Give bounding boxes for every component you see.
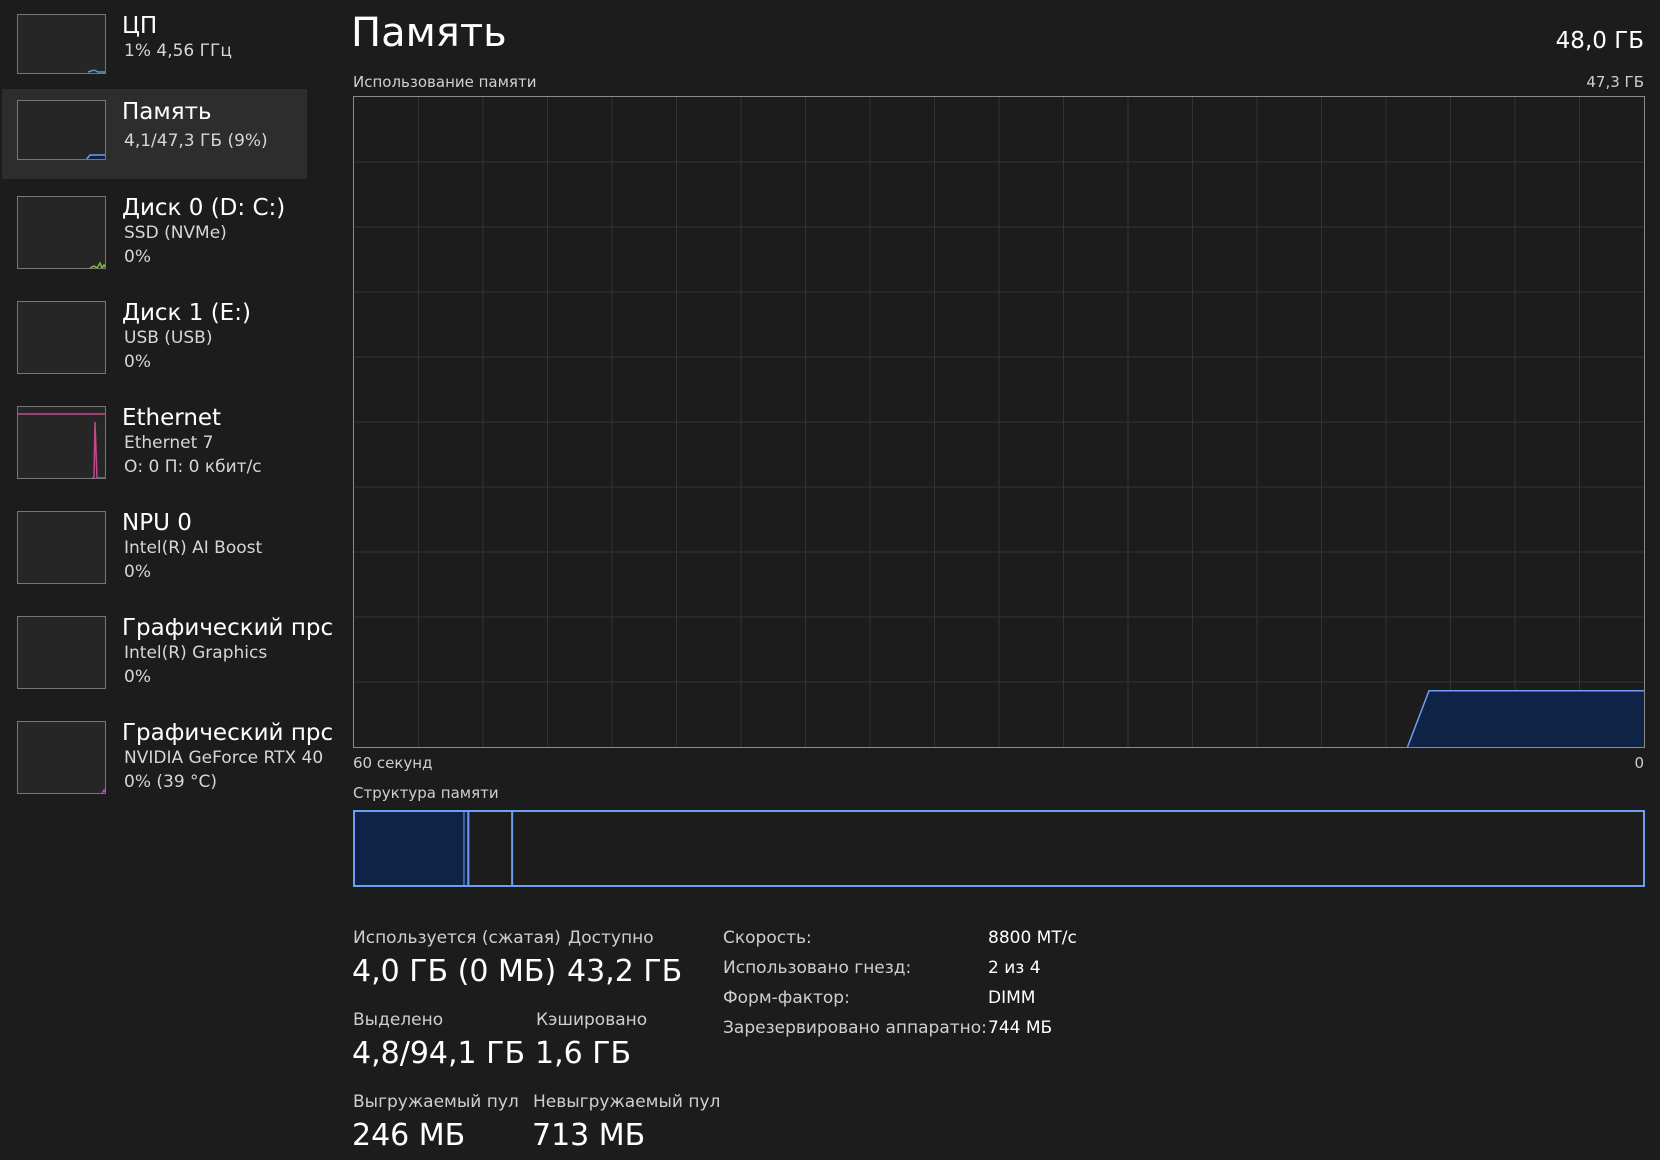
structure-svg bbox=[355, 812, 1643, 885]
sidebar-item-gpu0[interactable]: Графический прс Intel(R) Graphics 0% bbox=[2, 605, 333, 695]
sidebar-item-sub: 1% 4,56 ГГц bbox=[124, 41, 232, 61]
time-left-label: 60 секунд bbox=[353, 754, 433, 772]
sidebar-item-sub: USB (USB) bbox=[124, 328, 213, 348]
gpu0-sparkline bbox=[17, 616, 106, 689]
sidebar: ЦП 1% 4,56 ГГц Память 4,1/47,3 ГБ (9%) Д… bbox=[0, 0, 333, 1160]
sidebar-item-memory[interactable]: Память 4,1/47,3 ГБ (9%) bbox=[2, 89, 307, 179]
spec-reserved-value: 744 МБ bbox=[988, 1018, 1053, 1038]
cached-value: 1,6 ГБ bbox=[535, 1036, 632, 1071]
usage-max-label: 47,3 ГБ bbox=[1586, 73, 1644, 91]
memory-structure-bar bbox=[353, 810, 1645, 887]
available-label: Доступно bbox=[568, 928, 654, 948]
sidebar-item-title: Память bbox=[122, 99, 212, 125]
available-value: 43,2 ГБ bbox=[567, 954, 683, 989]
sidebar-item-cpu[interactable]: ЦП 1% 4,56 ГГц bbox=[2, 3, 307, 93]
structure-label: Структура памяти bbox=[353, 784, 499, 802]
paged-pool-value: 246 МБ bbox=[352, 1118, 466, 1153]
in-use-segment bbox=[355, 812, 465, 885]
spec-slots-key: Использовано гнезд: bbox=[723, 958, 912, 978]
spec-slots-value: 2 из 4 bbox=[988, 958, 1041, 978]
usage-area bbox=[354, 690, 1644, 747]
disk0-sparkline bbox=[17, 196, 106, 269]
spec-speed-key: Скорость: bbox=[723, 928, 812, 948]
disk1-sparkline bbox=[17, 301, 106, 374]
sidebar-item-ethernet[interactable]: Ethernet Ethernet 7 О: 0 П: 0 кбит/с bbox=[2, 395, 307, 485]
sidebar-item-title: Диск 1 (E:) bbox=[122, 300, 251, 326]
spec-speed-value: 8800 МТ/с bbox=[988, 928, 1077, 948]
ethernet-sparkline bbox=[17, 406, 106, 479]
total-memory: 48,0 ГБ bbox=[1555, 28, 1644, 54]
sidebar-item-sub: SSD (NVMe) bbox=[124, 223, 227, 243]
sidebar-item-npu[interactable]: NPU 0 Intel(R) AI Boost 0% bbox=[2, 500, 307, 590]
page-title: Память bbox=[351, 10, 507, 56]
paged-pool-label: Выгружаемый пул bbox=[353, 1092, 519, 1112]
sidebar-item-title: NPU 0 bbox=[122, 510, 192, 536]
sidebar-item-sub2: О: 0 П: 0 кбит/с bbox=[124, 457, 262, 477]
sidebar-item-title: Графический прс bbox=[122, 720, 334, 746]
usage-graph-svg bbox=[354, 97, 1644, 748]
sidebar-item-sub: Intel(R) AI Boost bbox=[124, 538, 263, 558]
modified-segment bbox=[464, 812, 469, 885]
sidebar-item-disk1[interactable]: Диск 1 (E:) USB (USB) 0% bbox=[2, 290, 307, 380]
nonpaged-pool-label: Невыгружаемый пул bbox=[533, 1092, 721, 1112]
sidebar-item-sub2: 0% bbox=[124, 352, 151, 372]
sidebar-item-gpu1[interactable]: Графический прс NVIDIA GeForce RTX 40 0%… bbox=[2, 710, 333, 800]
usage-label: Использование памяти bbox=[353, 73, 537, 91]
sidebar-item-title: Графический прс bbox=[122, 615, 334, 641]
sidebar-item-sub: Ethernet 7 bbox=[124, 433, 214, 453]
cpu-sparkline bbox=[17, 14, 106, 74]
sidebar-item-sub2: 0% bbox=[124, 667, 151, 687]
sidebar-item-sub: 4,1/47,3 ГБ (9%) bbox=[124, 131, 268, 151]
sidebar-item-sub: Intel(R) Graphics bbox=[124, 643, 268, 663]
standby-segment bbox=[468, 812, 512, 885]
cached-label: Кэшировано bbox=[536, 1010, 648, 1030]
sidebar-item-sub: NVIDIA GeForce RTX 40 bbox=[124, 748, 324, 768]
usage-line bbox=[1406, 689, 1644, 748]
npu-sparkline bbox=[17, 511, 106, 584]
sidebar-item-sub2: 0% bbox=[124, 562, 151, 582]
in-use-label: Используется (сжатая) bbox=[353, 928, 561, 948]
memory-sparkline bbox=[17, 100, 106, 160]
free-segment bbox=[512, 812, 1643, 885]
spec-reserved-key: Зарезервировано аппаратно: bbox=[723, 1018, 987, 1038]
spec-form-value: DIMM bbox=[988, 988, 1036, 1008]
sidebar-item-title: Ethernet bbox=[122, 405, 222, 431]
nonpaged-pool-value: 713 МБ bbox=[532, 1118, 646, 1153]
sidebar-item-disk0[interactable]: Диск 0 (D: C:) SSD (NVMe) 0% bbox=[2, 185, 307, 275]
committed-label: Выделено bbox=[353, 1010, 444, 1030]
sidebar-item-title: Диск 0 (D: C:) bbox=[122, 195, 286, 221]
memory-usage-graph bbox=[353, 96, 1645, 748]
sidebar-item-title: ЦП bbox=[122, 13, 158, 39]
committed-value: 4,8/94,1 ГБ bbox=[352, 1036, 526, 1071]
gpu1-sparkline bbox=[17, 721, 106, 794]
in-use-value: 4,0 ГБ (0 МБ) bbox=[352, 954, 557, 989]
spec-form-key: Форм-фактор: bbox=[723, 988, 850, 1008]
sidebar-item-sub2: 0% bbox=[124, 247, 151, 267]
time-right-label: 0 bbox=[1634, 754, 1644, 772]
sidebar-item-sub2: 0% (39 °C) bbox=[124, 772, 218, 792]
